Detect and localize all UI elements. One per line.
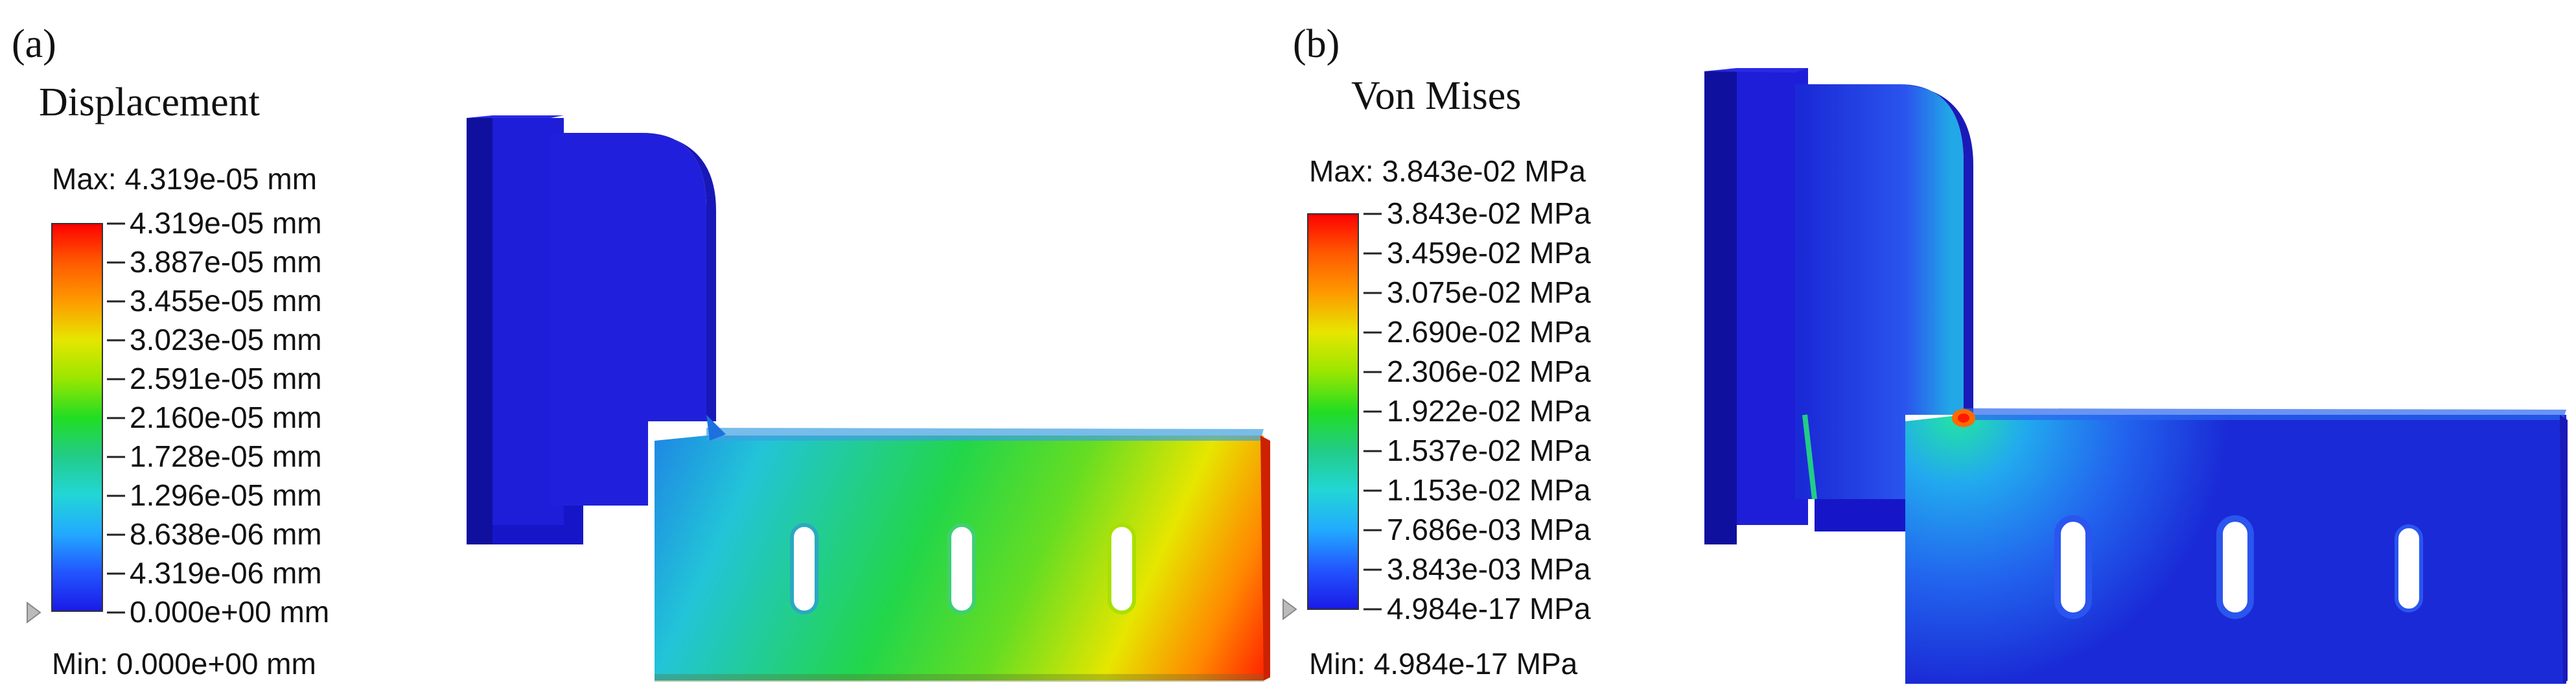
- panel-b-legend-label: 3.075e-02 MPa: [1387, 275, 1591, 309]
- panel-a-min: Min: 0.000e+00 mm: [52, 647, 316, 681]
- panel-b-legend-label: 7.686e-03 MPa: [1387, 513, 1591, 546]
- panel-b-legend-label: 1.922e-02 MPa: [1387, 394, 1591, 428]
- panel-a-legend-label: 2.591e-05 mm: [130, 362, 322, 395]
- panel-b-legend-label: 1.537e-02 MPa: [1387, 434, 1591, 467]
- panel-b-legend-labels: 3.843e-02 MPa 3.459e-02 MPa 3.075e-02 MP…: [1387, 196, 1591, 625]
- panel-b-legend-label: 1.153e-02 MPa: [1387, 473, 1591, 507]
- panel-a-legend-label: 3.023e-05 mm: [130, 323, 322, 356]
- panel-a-legend-ticks: [107, 222, 125, 614]
- panel-b-legend-label: 2.690e-02 MPa: [1387, 315, 1591, 349]
- panel-a-legend-label: 3.455e-05 mm: [130, 284, 322, 318]
- panel-b-title: Von Mises: [1351, 74, 1521, 118]
- panel-a-legend-labels: 4.319e-05 mm 3.887e-05 mm 3.455e-05 mm 3…: [130, 206, 329, 629]
- panel-a-title: Displacement: [39, 80, 260, 124]
- panel-a-min-marker-icon: [27, 601, 41, 624]
- panel-b-max: Max: 3.843e-02 MPa: [1309, 154, 1586, 188]
- panel-b-label: (b): [1293, 22, 1340, 66]
- panel-a-max: Max: 4.319e-05 mm: [52, 162, 317, 196]
- panel-b-model: [1704, 68, 2568, 684]
- panel-a-legend-label: 0.000e+00 mm: [130, 595, 329, 629]
- panel-a-slot: [790, 523, 818, 614]
- panel-b-slot: [2054, 515, 2092, 619]
- panel-a-colorbar: [51, 223, 103, 612]
- panel-a-slot: [1108, 523, 1136, 614]
- panel-a: (a) Displacement Max: 4.319e-05 mm 4.319…: [12, 22, 1270, 682]
- panel-b-legend-label: 3.843e-02 MPa: [1387, 196, 1591, 230]
- panel-b-colorbar: [1307, 213, 1359, 610]
- panel-b-min-marker-icon: [1282, 598, 1297, 620]
- panel-b: (b) Von Mises Max: 3.843e-02 MPa 3.843e-…: [1282, 22, 2568, 684]
- panel-a-legend-label: 1.728e-05 mm: [130, 439, 322, 473]
- panel-b-slot: [2216, 515, 2254, 619]
- panel-b-legend-label: 3.459e-02 MPa: [1387, 236, 1591, 270]
- panel-a-legend-label: 4.319e-06 mm: [130, 556, 322, 590]
- panel-a-model: [467, 115, 1270, 682]
- panel-b-legend-label: 4.984e-17 MPa: [1387, 592, 1591, 625]
- panel-b-min: Min: 4.984e-17 MPa: [1309, 647, 1578, 681]
- panel-b-legend-label: 3.843e-03 MPa: [1387, 552, 1591, 586]
- panel-a-legend-label: 2.160e-05 mm: [130, 401, 322, 434]
- panel-a-label: (a): [12, 22, 56, 66]
- panel-a-legend-label: 8.638e-06 mm: [130, 517, 322, 551]
- panel-a-legend-label: 3.887e-05 mm: [130, 245, 322, 279]
- panel-b-legend-ticks: [1363, 213, 1382, 611]
- panel-a-legend-label: 1.296e-05 mm: [130, 478, 322, 512]
- panel-b-slot: [2395, 524, 2423, 612]
- panel-a-slot: [947, 523, 976, 614]
- panel-b-legend-label: 2.306e-02 MPa: [1387, 355, 1591, 388]
- panel-a-legend-label: 4.319e-05 mm: [130, 206, 322, 240]
